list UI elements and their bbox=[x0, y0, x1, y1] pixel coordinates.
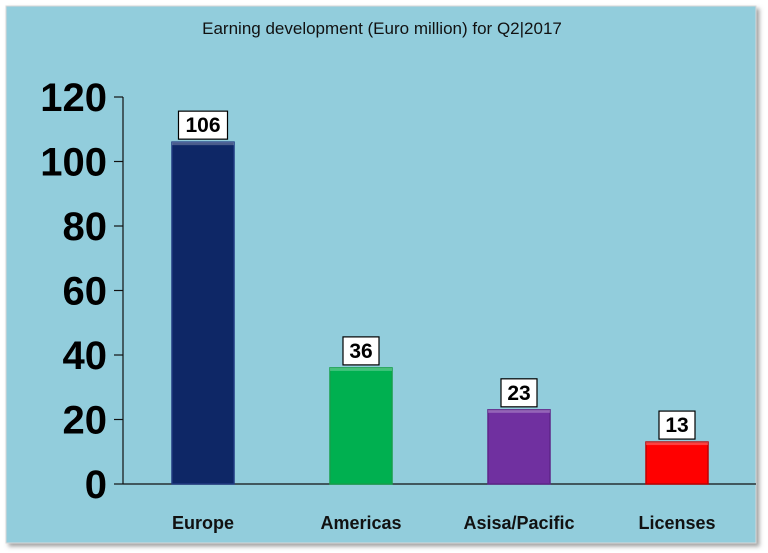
x-tick-label: Licenses bbox=[638, 513, 715, 533]
data-label-box bbox=[177, 110, 229, 140]
data-label: 36 bbox=[349, 340, 372, 363]
y-tick-label: 60 bbox=[63, 270, 108, 314]
bar-americas bbox=[329, 367, 393, 485]
bar-asisa-pacific bbox=[487, 409, 551, 485]
data-label: 106 bbox=[185, 114, 220, 137]
bar-europe bbox=[171, 141, 235, 485]
y-tick-label: 20 bbox=[63, 399, 108, 443]
data-label: 13 bbox=[665, 414, 688, 437]
bars bbox=[171, 141, 709, 485]
y-tick-label: 120 bbox=[40, 76, 107, 120]
x-tick-label: Europe bbox=[172, 513, 234, 533]
y-tick-label: 0 bbox=[85, 463, 107, 507]
y-tick-label: 80 bbox=[63, 205, 108, 249]
data-label-box bbox=[658, 410, 696, 440]
y-tick-label: 40 bbox=[63, 334, 108, 378]
bar-top-highlight bbox=[646, 442, 708, 446]
chart-title: Earning development (Euro million) for Q… bbox=[202, 19, 562, 38]
data-label: 23 bbox=[507, 382, 530, 405]
data-label-box bbox=[500, 378, 538, 408]
bar-top-highlight bbox=[488, 409, 550, 413]
data-labels: 106 36 23 13 bbox=[177, 110, 696, 440]
axes: 0 20 40 60 80 100 120 Europe Americas Asisa/Pacif… bbox=[40, 76, 756, 533]
bar-licenses bbox=[645, 441, 709, 485]
bar-top-highlight bbox=[172, 142, 234, 146]
bar-top-highlight bbox=[330, 367, 392, 371]
x-tick-label: Americas bbox=[320, 513, 401, 533]
data-label-box bbox=[342, 336, 380, 366]
x-tick-label: Asisa/Pacific bbox=[463, 513, 574, 533]
y-tick-label: 100 bbox=[40, 141, 107, 185]
